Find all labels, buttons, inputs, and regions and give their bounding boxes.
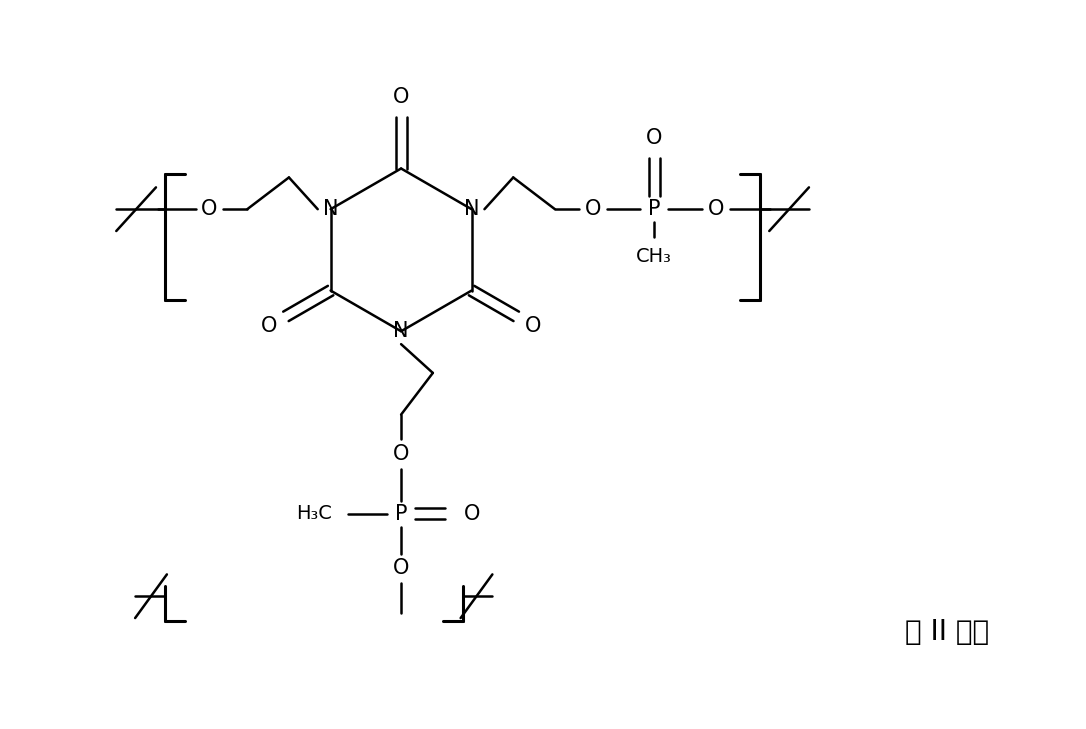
Text: P: P (648, 199, 660, 219)
Text: O: O (465, 504, 481, 524)
Text: N: N (323, 199, 339, 219)
Text: O: O (393, 87, 409, 107)
Text: O: O (261, 316, 277, 336)
Text: N: N (464, 199, 479, 219)
Text: N: N (393, 321, 408, 341)
Text: O: O (201, 199, 217, 219)
Text: H₃C: H₃C (295, 504, 331, 523)
Text: O: O (393, 558, 409, 578)
Text: O: O (584, 199, 601, 219)
Text: O: O (646, 128, 662, 148)
Text: P: P (395, 504, 407, 524)
Text: CH₃: CH₃ (636, 247, 672, 266)
Text: O: O (707, 199, 724, 219)
Text: （ II ）。: （ II ）。 (905, 618, 989, 646)
Text: O: O (393, 444, 409, 464)
Text: O: O (526, 316, 542, 336)
